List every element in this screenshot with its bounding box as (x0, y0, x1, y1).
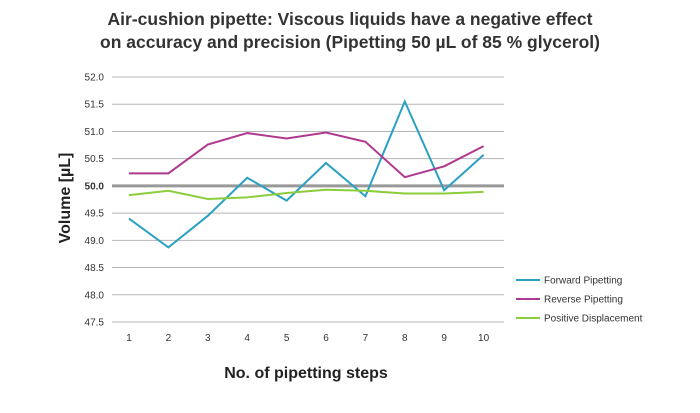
x-tick-label: 7 (363, 333, 369, 344)
y-axis-label: Volume [µL] (57, 153, 74, 244)
legend-label: Forward Pipetting (544, 276, 622, 287)
x-tick-label: 10 (478, 333, 490, 344)
x-axis-label: No. of pipetting steps (224, 365, 388, 382)
chart-title-line-2: on accuracy and precision (Pipetting 50 … (100, 32, 600, 52)
y-tick-label: 47.5 (85, 318, 105, 329)
y-tick-label: 50.5 (85, 154, 105, 165)
series-line-1 (128, 98, 485, 249)
y-tick-label: 52.0 (85, 73, 105, 84)
series-line-3 (128, 188, 484, 200)
y-tick-label: 48.0 (85, 290, 105, 301)
x-tick-label: 2 (166, 333, 172, 344)
series-lines (128, 98, 485, 249)
x-axis-ticks: 1 2 3 4 5 6 7 8 9 10 (126, 333, 489, 344)
y-tick-label: 49.0 (85, 236, 105, 247)
y-tick-label: 50.0 (85, 181, 105, 192)
y-tick-label: 51.5 (85, 100, 105, 111)
series-line-2 (129, 131, 485, 179)
legend-label: Reverse Pipetting (544, 295, 623, 306)
y-tick-label: 48.5 (85, 263, 105, 274)
y-tick-label: 49.5 (85, 209, 105, 220)
chart-title-line-1: Air-cushion pipette: Viscous liquids hav… (107, 9, 593, 29)
x-tick-label: 3 (205, 333, 211, 344)
x-tick-label: 6 (323, 333, 329, 344)
chart-title: Air-cushion pipette: Viscous liquids hav… (0, 8, 700, 54)
x-tick-label: 5 (284, 333, 290, 344)
y-tick-label: 51.0 (85, 127, 105, 138)
y-axis-ticks: 47.5 48.0 48.5 49.0 49.5 50.0 50.5 51.0 51.5 52.0 (85, 73, 105, 329)
x-tick-label: 4 (244, 333, 250, 344)
grid (112, 76, 504, 323)
legend: Forward Pipetting Reverse Pipetting Positi… (516, 276, 643, 325)
x-tick-label: 8 (402, 333, 408, 344)
legend-label: Positive Displacement (544, 314, 643, 325)
x-tick-label: 1 (126, 333, 132, 344)
x-tick-label: 9 (441, 333, 447, 344)
